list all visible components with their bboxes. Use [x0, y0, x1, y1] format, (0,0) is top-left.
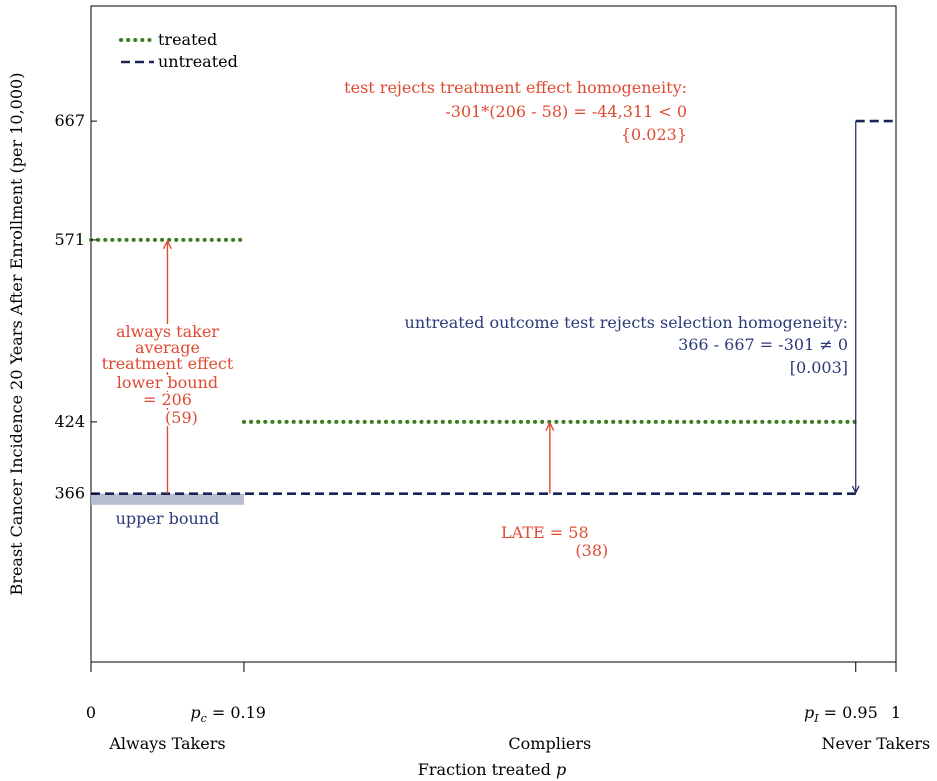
always-taker-bg-2: [95, 356, 240, 372]
group-label-0: Always Takers: [108, 734, 225, 753]
always-taker-line-1: average: [135, 338, 200, 357]
selection-test-line-1: 366 - 667 = -301 ≠ 0: [678, 335, 848, 354]
late-line-0: LATE = 58: [501, 523, 589, 542]
always-taker-line-3: lower bound: [117, 373, 218, 392]
late-line-1: (38): [575, 541, 608, 560]
x-tick-label-1: pc = 0.19: [190, 703, 266, 725]
group-label-1: Compliers: [508, 734, 591, 753]
y-axis-label: Breast Cancer Incidence 20 Years After E…: [7, 73, 26, 596]
selection-test-line-0: untreated outcome test rejects selection…: [405, 313, 848, 332]
upper-bound-band: [91, 493, 244, 505]
legend-label-treated: treated: [158, 30, 217, 49]
x-tick-label-2: pI = 0.95: [804, 703, 878, 725]
always-taker-bg-5: [155, 410, 196, 426]
always-taker-bg-4: [95, 392, 240, 408]
group-label-2: Never Takers: [822, 734, 931, 753]
legend-label-untreated: untreated: [158, 52, 238, 71]
upper-bound-label: upper bound: [116, 509, 220, 528]
x-axis-label: Fraction treated p: [418, 760, 566, 779]
plot-frame: [90, 5, 897, 663]
y-tick-label-667: 667: [54, 111, 85, 130]
always-taker-line-4: = 206: [143, 390, 192, 409]
late-bg: [497, 522, 602, 539]
y-tick-label-366: 366: [54, 484, 85, 503]
y-tick-label-571: 571: [54, 230, 85, 249]
always-taker-bg-1: [95, 340, 240, 356]
always-taker-line-5: (59): [165, 408, 198, 427]
always-taker-bg-0: [95, 324, 240, 340]
homogeneity-test-line-2: {0.023}: [621, 125, 687, 144]
x-tick-label-3: 1: [891, 703, 901, 722]
always-taker-bg-3: [95, 375, 240, 391]
homogeneity-test-line-1: -301*(206 - 58) = -44,311 < 0: [445, 102, 687, 121]
x-tick-label-0: 0: [86, 703, 96, 722]
always-taker-line-0: always taker: [116, 322, 219, 341]
selection-test-line-2: [0.003]: [790, 358, 848, 377]
y-tick-label-424: 424: [54, 412, 85, 431]
homogeneity-test-line-0: test rejects treatment effect homogeneit…: [344, 78, 687, 97]
always-taker-line-2: treatment effect: [102, 354, 234, 373]
